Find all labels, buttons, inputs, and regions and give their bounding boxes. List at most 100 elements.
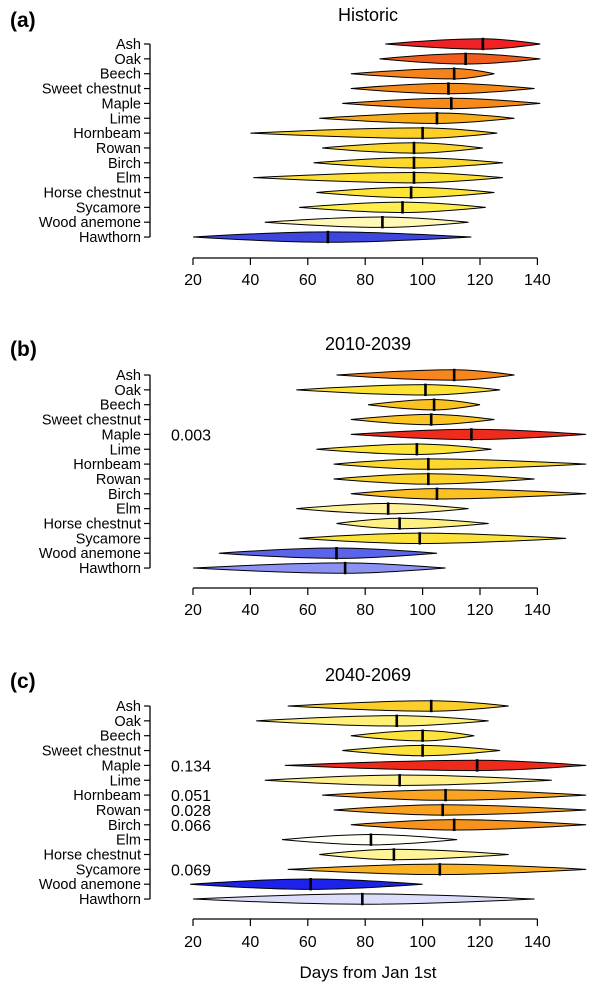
- species-label-horse-chestnut: Horse chestnut: [43, 186, 141, 202]
- species-label-hawthorn: Hawthorn: [79, 892, 141, 908]
- violin-ash: [336, 369, 515, 381]
- species-label-maple: Maple: [102, 758, 142, 774]
- species-label-wood-anemone: Wood anemone: [39, 877, 141, 893]
- violin-birch: [313, 157, 504, 169]
- species-label-lime: Lime: [110, 773, 141, 789]
- species-label-maple: Maple: [102, 96, 142, 112]
- x-tick-label: 40: [242, 602, 260, 619]
- species-label-elm: Elm: [116, 502, 141, 518]
- species-label-lime: Lime: [110, 111, 141, 127]
- species-label-beech: Beech: [100, 398, 141, 414]
- species-label-sweet-chestnut: Sweet chestnut: [42, 82, 141, 98]
- violin-lime: [319, 112, 515, 124]
- species-label-hawthorn: Hawthorn: [79, 230, 141, 246]
- p-value-sycamore: 0.069: [171, 862, 211, 879]
- species-label-birch: Birch: [108, 487, 141, 503]
- violin-wood-anemone: [190, 878, 423, 890]
- violin-hornbeam: [322, 789, 587, 801]
- violin-lime: [264, 774, 552, 786]
- violin-ash: [287, 700, 509, 712]
- panel-letter: (b): [10, 338, 37, 361]
- species-label-hawthorn: Hawthorn: [79, 561, 141, 577]
- x-tick-label: 60: [299, 934, 317, 951]
- violin-sycamore: [287, 863, 587, 876]
- violins: [192, 368, 587, 575]
- x-axis-label: Days from Jan 1st: [300, 963, 437, 982]
- x-tick-label: 100: [409, 602, 436, 619]
- panel-title: 2010-2039: [325, 334, 411, 354]
- species-label-hornbeam: Hornbeam: [73, 126, 141, 142]
- species-label-oak: Oak: [114, 714, 141, 730]
- violin-hawthorn: [192, 231, 472, 243]
- species-label-rowan: Rowan: [96, 803, 141, 819]
- x-tick-label: 100: [409, 272, 436, 289]
- x-tick-label: 120: [467, 934, 494, 951]
- p-value-rowan: 0.028: [171, 803, 211, 820]
- violin-sycamore: [299, 201, 486, 214]
- species-label-horse-chestnut: Horse chestnut: [43, 517, 141, 533]
- x-tick-label: 80: [356, 272, 374, 289]
- violin-oak: [256, 715, 489, 727]
- species-label-sycamore: Sycamore: [76, 862, 141, 878]
- species-label-ash: Ash: [116, 699, 141, 715]
- species-label-rowan: Rowan: [96, 472, 141, 488]
- violin-hawthorn: [192, 562, 446, 574]
- violin-horse-chestnut: [319, 848, 509, 861]
- violin-horse-chestnut: [336, 517, 489, 530]
- violin-maple: [350, 428, 587, 441]
- species-label-sycamore: Sycamore: [76, 531, 141, 547]
- species-label-sycamore: Sycamore: [76, 200, 141, 216]
- violin-birch: [350, 488, 587, 500]
- species-label-hornbeam: Hornbeam: [73, 788, 141, 804]
- species-label-sweet-chestnut: Sweet chestnut: [42, 744, 141, 760]
- panel-title: 2040-2069: [325, 665, 411, 685]
- species-label-ash: Ash: [116, 368, 141, 384]
- species-label-wood-anemone: Wood anemone: [39, 215, 141, 231]
- violin-rowan: [333, 804, 587, 816]
- x-tick-label: 60: [299, 272, 317, 289]
- x-tick-label: 120: [467, 602, 494, 619]
- violins: [192, 37, 541, 244]
- x-tick-label: 20: [184, 602, 202, 619]
- violin-beech: [350, 67, 495, 80]
- x-tick-label: 20: [184, 272, 202, 289]
- x-tick-label: 120: [467, 272, 494, 289]
- violin-sweet-chestnut: [350, 413, 495, 426]
- p-value-birch: 0.066: [171, 818, 211, 835]
- violin-maple: [284, 759, 587, 772]
- species-label-beech: Beech: [100, 67, 141, 83]
- violin-birch: [350, 819, 587, 831]
- species-label-hornbeam: Hornbeam: [73, 457, 141, 473]
- violin-elm: [253, 171, 504, 184]
- panel-title: Historic: [338, 5, 398, 25]
- violin-elm: [296, 502, 469, 515]
- panel-letter: (c): [10, 670, 36, 693]
- violin-sycamore: [299, 532, 567, 545]
- species-label-beech: Beech: [100, 729, 141, 745]
- species-label-wood-anemone: Wood anemone: [39, 546, 141, 562]
- violin-hornbeam: [333, 458, 587, 470]
- p-value-hornbeam: 0.051: [171, 788, 211, 805]
- species-label-oak: Oak: [114, 52, 141, 68]
- x-tick-label: 140: [524, 272, 551, 289]
- species-label-ash: Ash: [116, 37, 141, 53]
- violin-lime: [316, 443, 492, 455]
- species-label-elm: Elm: [116, 171, 141, 187]
- violin-sweet-chestnut: [350, 82, 535, 95]
- p-value-maple: 0.003: [171, 427, 211, 444]
- species-label-sweet-chestnut: Sweet chestnut: [42, 413, 141, 429]
- x-tick-label: 40: [242, 934, 260, 951]
- violin-oak: [379, 53, 541, 65]
- violin-beech: [350, 729, 475, 742]
- violin-wood-anemone: [264, 216, 469, 228]
- x-tick-label: 60: [299, 602, 317, 619]
- violin-hornbeam: [250, 127, 498, 139]
- x-tick-label: 40: [242, 272, 260, 289]
- x-tick-label: 80: [356, 602, 374, 619]
- species-label-birch: Birch: [108, 156, 141, 172]
- x-tick-label: 80: [356, 934, 374, 951]
